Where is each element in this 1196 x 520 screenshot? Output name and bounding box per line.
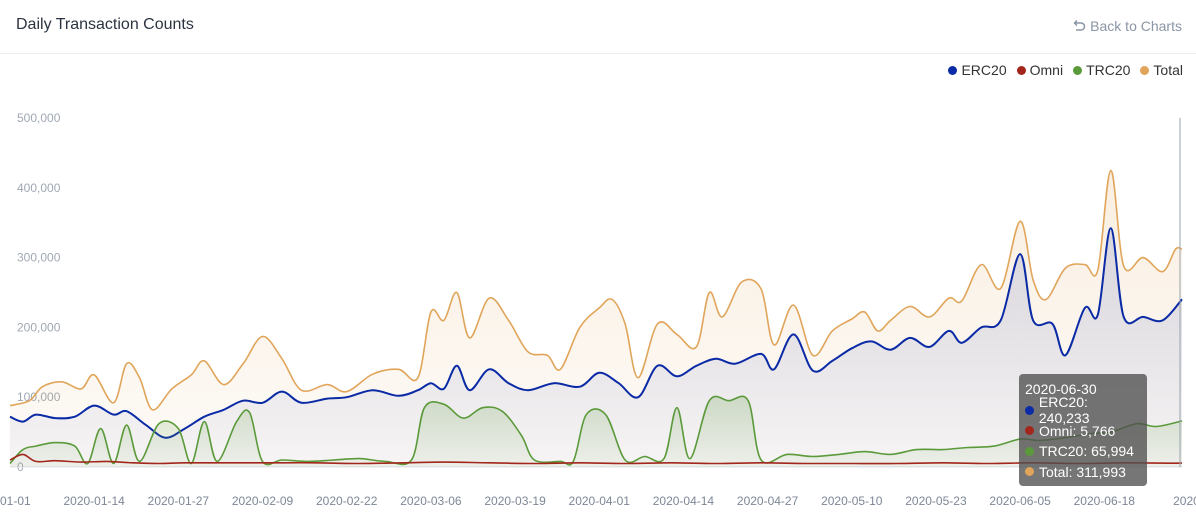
tooltip-dot-omni: [1025, 426, 1034, 436]
back-to-charts-label: Back to Charts: [1090, 18, 1182, 34]
x-tick-label: 2020-: [1173, 494, 1196, 508]
tooltip-row-trc20: TRC20: 65,994: [1025, 441, 1141, 462]
tooltip-dot-trc20: [1025, 446, 1034, 456]
chart-legend: ERC20 Omni TRC20 Total: [948, 62, 1183, 78]
legend-item-total[interactable]: Total: [1140, 62, 1183, 78]
tooltip-value-total: Total: 311,993: [1039, 463, 1126, 480]
tooltip-value-erc20: ERC20: 240,233: [1038, 394, 1090, 427]
x-tick-label: 2020-01-27: [148, 494, 210, 508]
y-tick-label: 300,000: [17, 251, 61, 265]
legend-label-total: Total: [1153, 62, 1183, 78]
x-tick-label: 2020-02-09: [232, 494, 294, 508]
legend-dot-erc20: [948, 65, 958, 75]
x-tick-label: 0-01-01: [0, 494, 31, 508]
x-tick-label: 2020-04-01: [569, 494, 631, 508]
undo-icon: [1073, 19, 1086, 31]
series-area-trc20: [10, 396, 1182, 467]
tooltip-value-omni: Omni: 5,766: [1039, 422, 1116, 439]
series-line-erc20: [9, 227, 1183, 439]
series-area-erc20: [10, 228, 1182, 467]
legend-item-trc20[interactable]: TRC20: [1073, 62, 1130, 78]
legend-item-omni[interactable]: Omni: [1016, 62, 1064, 78]
x-tick-label: 2020-05-10: [821, 494, 883, 508]
x-tick-label: 2020-02-22: [316, 494, 378, 508]
x-tick-label: 2020-03-06: [400, 494, 462, 508]
legend-label-erc20: ERC20: [961, 62, 1007, 78]
series-line-omni: [9, 453, 1183, 465]
legend-dot-trc20: [1073, 65, 1083, 75]
chart-tooltip: 2020-06-30 ERC20: 240,233 Omni: 5,766 TR…: [1019, 374, 1147, 486]
x-tick-label: 2020-01-14: [63, 494, 125, 508]
x-tick-label: 2020-06-18: [1074, 494, 1136, 508]
legend-label-omni: Omni: [1029, 62, 1064, 78]
tooltip-dot-erc20: [1025, 405, 1034, 415]
legend-item-erc20[interactable]: ERC20: [948, 62, 1007, 78]
series-line-trc20: [9, 395, 1183, 466]
tooltip-row-erc20: ERC20: 240,233: [1025, 394, 1141, 426]
chart-header: Daily Transaction Counts Back to Charts: [0, 0, 1196, 54]
x-tick-label: 2020-05-23: [905, 494, 967, 508]
tooltip-date: 2020-06-30: [1025, 381, 1097, 397]
page-title: Daily Transaction Counts: [16, 16, 194, 33]
tooltip-value-trc20: TRC20: 65,994: [1039, 443, 1134, 460]
x-tick-label: 2020-06-05: [989, 494, 1051, 508]
legend-dot-total: [1140, 65, 1150, 75]
legend-dot-omni: [1016, 65, 1026, 75]
y-tick-label: 400,000: [17, 181, 61, 195]
x-tick-label: 2020-04-14: [653, 494, 715, 508]
back-to-charts-link[interactable]: Back to Charts: [1072, 18, 1182, 34]
x-tick-label: 2020-03-19: [484, 494, 546, 508]
tooltip-row-total: Total: 311,993: [1025, 462, 1141, 483]
y-tick-label: 500,000: [17, 111, 61, 125]
legend-label-trc20: TRC20: [1086, 62, 1131, 78]
y-tick-label: 200,000: [17, 320, 61, 334]
tooltip-dot-total: [1025, 467, 1034, 477]
series-line-total: [9, 169, 1183, 411]
tooltip-row-omni: Omni: 5,766: [1025, 421, 1141, 442]
x-tick-label: 2020-04-27: [737, 494, 799, 508]
